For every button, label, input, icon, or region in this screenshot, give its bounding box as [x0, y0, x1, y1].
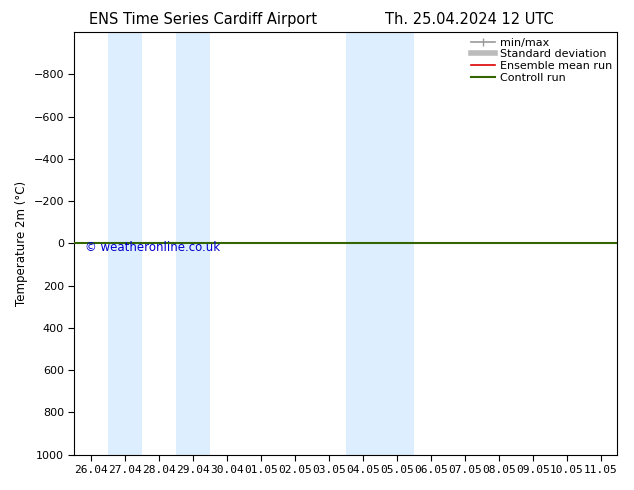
Bar [176, 32, 210, 455]
Text: Th. 25.04.2024 12 UTC: Th. 25.04.2024 12 UTC [385, 12, 553, 27]
Bar [380, 32, 414, 455]
Legend: min/max, Standard deviation, Ensemble mean run, Controll run: min/max, Standard deviation, Ensemble me… [469, 35, 614, 85]
Text: ENS Time Series Cardiff Airport: ENS Time Series Cardiff Airport [89, 12, 317, 27]
Bar [108, 32, 143, 455]
Text: © weatheronline.co.uk: © weatheronline.co.uk [86, 241, 221, 254]
Bar [346, 32, 380, 455]
Y-axis label: Temperature 2m (°C): Temperature 2m (°C) [15, 181, 28, 306]
